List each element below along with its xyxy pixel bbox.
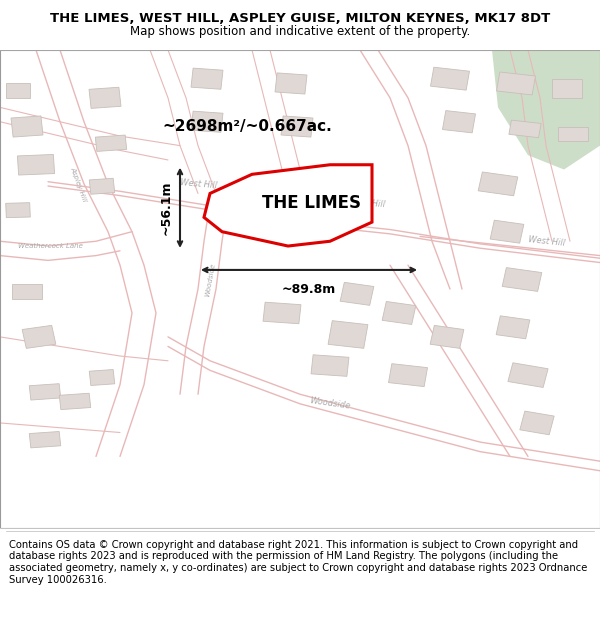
Polygon shape	[191, 68, 223, 89]
Polygon shape	[29, 384, 61, 400]
Text: Woodside: Woodside	[309, 396, 351, 411]
Polygon shape	[275, 73, 307, 94]
Polygon shape	[89, 178, 115, 194]
Polygon shape	[95, 135, 127, 151]
Polygon shape	[17, 154, 55, 175]
Polygon shape	[478, 172, 518, 196]
Polygon shape	[502, 268, 542, 291]
Polygon shape	[508, 362, 548, 388]
Polygon shape	[497, 72, 535, 95]
Text: West Hill: West Hill	[348, 197, 386, 209]
Polygon shape	[496, 316, 530, 339]
Polygon shape	[431, 68, 469, 90]
Text: THE LIMES, WEST HILL, ASPLEY GUISE, MILTON KEYNES, MK17 8DT: THE LIMES, WEST HILL, ASPLEY GUISE, MILT…	[50, 12, 550, 26]
Polygon shape	[328, 321, 368, 348]
Polygon shape	[340, 282, 374, 306]
Polygon shape	[311, 355, 349, 376]
Text: Woodside: Woodside	[204, 262, 216, 297]
Text: ~56.1m: ~56.1m	[160, 181, 173, 235]
Text: West Hill: West Hill	[180, 177, 218, 190]
Polygon shape	[89, 88, 121, 108]
Text: West Hill: West Hill	[528, 235, 566, 248]
Polygon shape	[389, 364, 427, 387]
Polygon shape	[558, 126, 588, 141]
Text: Aspley Hill: Aspley Hill	[69, 166, 87, 202]
Text: THE LIMES: THE LIMES	[263, 194, 361, 212]
Polygon shape	[442, 111, 476, 133]
Polygon shape	[11, 116, 43, 137]
Polygon shape	[382, 301, 416, 324]
Polygon shape	[5, 202, 31, 217]
Polygon shape	[59, 393, 91, 409]
Polygon shape	[490, 220, 524, 243]
Polygon shape	[191, 111, 223, 132]
Polygon shape	[520, 411, 554, 435]
Polygon shape	[256, 186, 302, 215]
Polygon shape	[430, 326, 464, 348]
Polygon shape	[22, 326, 56, 348]
Text: Weathercock Lane: Weathercock Lane	[18, 243, 83, 249]
Polygon shape	[281, 116, 313, 137]
Text: ~89.8m: ~89.8m	[282, 283, 336, 296]
Text: Map shows position and indicative extent of the property.: Map shows position and indicative extent…	[130, 24, 470, 38]
Polygon shape	[509, 120, 541, 138]
Polygon shape	[552, 79, 582, 98]
Polygon shape	[29, 431, 61, 448]
Polygon shape	[89, 369, 115, 386]
Polygon shape	[6, 84, 30, 98]
Polygon shape	[492, 50, 600, 169]
Polygon shape	[204, 165, 372, 246]
Polygon shape	[12, 284, 42, 299]
Text: Contains OS data © Crown copyright and database right 2021. This information is : Contains OS data © Crown copyright and d…	[9, 540, 587, 584]
Text: ~2698m²/~0.667ac.: ~2698m²/~0.667ac.	[162, 119, 332, 134]
Polygon shape	[263, 302, 301, 324]
